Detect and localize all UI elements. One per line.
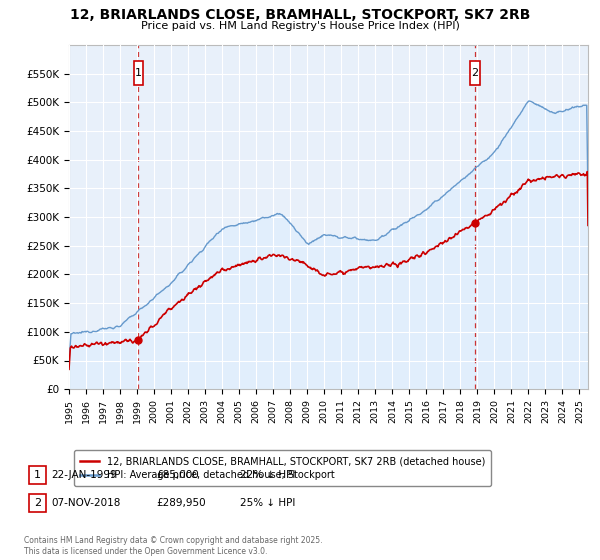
Text: £289,950: £289,950 xyxy=(156,498,206,508)
Legend: 12, BRIARLANDS CLOSE, BRAMHALL, STOCKPORT, SK7 2RB (detached house), HPI: Averag: 12, BRIARLANDS CLOSE, BRAMHALL, STOCKPOR… xyxy=(74,450,491,486)
Text: 2: 2 xyxy=(471,68,478,78)
Text: 1: 1 xyxy=(135,68,142,78)
Text: 12, BRIARLANDS CLOSE, BRAMHALL, STOCKPORT, SK7 2RB: 12, BRIARLANDS CLOSE, BRAMHALL, STOCKPOR… xyxy=(70,8,530,22)
Text: Contains HM Land Registry data © Crown copyright and database right 2025.
This d: Contains HM Land Registry data © Crown c… xyxy=(24,536,323,556)
Text: 22% ↓ HPI: 22% ↓ HPI xyxy=(240,470,295,480)
Text: 07-NOV-2018: 07-NOV-2018 xyxy=(51,498,121,508)
Text: 22-JAN-1999: 22-JAN-1999 xyxy=(51,470,116,480)
Text: 1: 1 xyxy=(34,470,41,480)
Bar xyxy=(470,61,479,85)
Text: Price paid vs. HM Land Registry's House Price Index (HPI): Price paid vs. HM Land Registry's House … xyxy=(140,21,460,31)
Bar xyxy=(134,61,143,85)
Text: £85,000: £85,000 xyxy=(156,470,199,480)
Text: 25% ↓ HPI: 25% ↓ HPI xyxy=(240,498,295,508)
Text: 2: 2 xyxy=(34,498,41,508)
